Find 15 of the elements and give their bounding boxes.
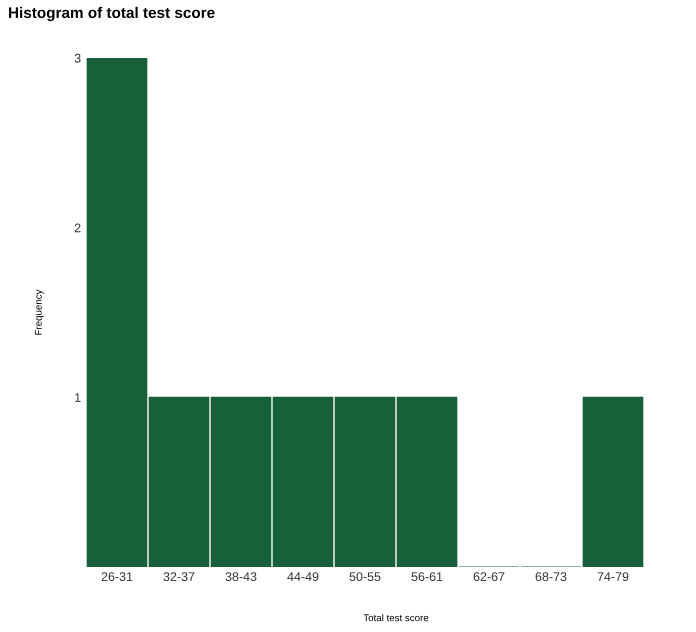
x-tick-label: 62-67 [474,572,504,582]
chart-title: Histogram of total test score [9,6,215,22]
y-tick-label: 3 [74,54,81,63]
y-tick-label: 2 [74,223,81,232]
x-axis-title: Total test score [364,614,428,622]
y-axis-title: Frequency [34,290,44,335]
x-tick-label: 44-49 [287,572,318,582]
x-tick-label: 38-43 [225,572,256,582]
x-tick-label: 50-55 [350,572,380,582]
x-tick-label: 74-79 [598,572,628,582]
x-tick-label: 56-61 [412,572,442,582]
y-tick-label: 1 [75,393,81,402]
x-tick-label: 26-31 [102,572,132,582]
x-tick-label: 32-37 [163,572,194,582]
x-tick-label: 68-73 [536,572,566,582]
